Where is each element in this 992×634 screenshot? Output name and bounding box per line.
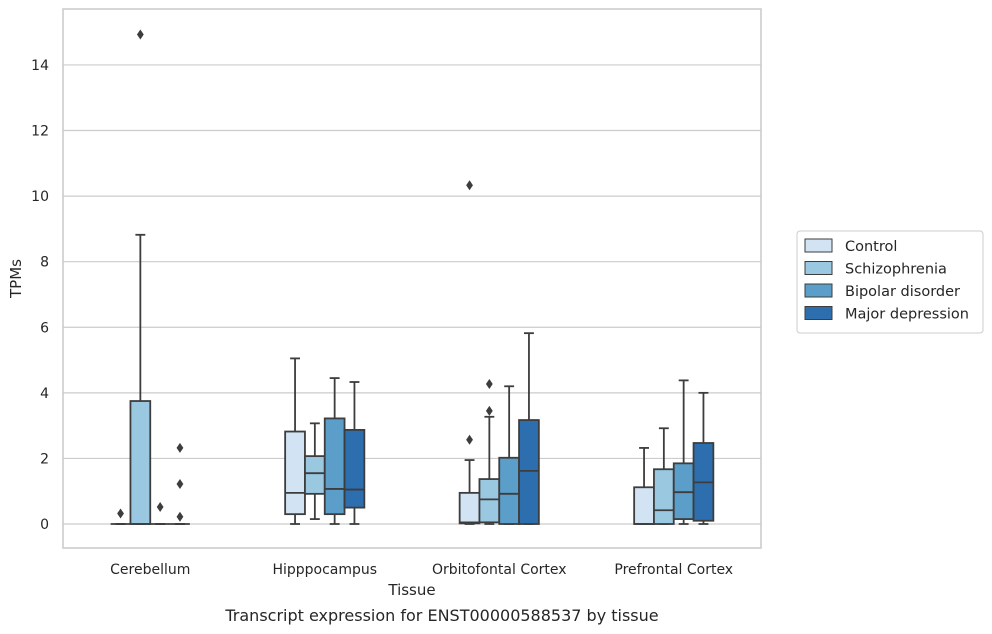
outlier-point (466, 434, 473, 445)
box-body (518, 419, 540, 525)
outlier-point (485, 378, 493, 389)
outlier-point (485, 405, 493, 416)
legend-swatch (804, 238, 833, 253)
box-control (110, 508, 131, 525)
y-tick-label: 14 (31, 58, 49, 74)
box-body (458, 491, 481, 525)
chart-caption: Transcript expression for ENST0000058853… (224, 606, 658, 625)
outlier-point (176, 478, 184, 489)
outlier-point (156, 501, 164, 512)
x-tick-label: Orbitofontal Cortex (432, 562, 567, 578)
x-tick-labels: Cerebellum Hipppocampus Orbitofontal Corte… (110, 562, 733, 578)
box-bipolar-disorder (672, 379, 695, 525)
box-body (653, 468, 675, 525)
box-schizophrenia (304, 422, 326, 520)
legend-entry: Bipolar disorder (845, 284, 960, 300)
y-tick-label: 2 (40, 451, 49, 467)
box-control (633, 447, 655, 525)
box-schizophrenia (129, 29, 152, 525)
outlier-point (117, 508, 124, 519)
legend-entry: Major depression (845, 307, 969, 323)
box-body (633, 486, 655, 525)
y-tick-label: 10 (31, 189, 49, 205)
box-body (323, 417, 346, 516)
gridlines (63, 64, 761, 525)
legend-swatch (804, 261, 833, 275)
outlier-point (466, 180, 473, 191)
x-axis-label: Tissue (387, 581, 435, 599)
box-schizophrenia (478, 378, 501, 525)
x-tick-label: Hipppocampus (272, 562, 377, 578)
box-major-depression (343, 381, 366, 525)
box-body (304, 455, 326, 495)
y-tick-label: 4 (40, 386, 49, 402)
box-major-depression (170, 442, 190, 525)
legend: Control Schizophrenia Bipolar disorder Majo… (796, 230, 984, 334)
box-body (284, 430, 306, 516)
y-tick-label: 12 (31, 124, 49, 140)
legend-frame (796, 230, 984, 334)
plot-frame (62, 8, 762, 549)
y-axis-label: TPMs (7, 259, 25, 299)
box-body (343, 428, 366, 509)
box-major-depression (692, 391, 715, 525)
outlier-point (136, 29, 144, 40)
box-bipolar-disorder (150, 501, 171, 525)
box-bipolar-disorder (498, 385, 520, 525)
box-schizophrenia (653, 427, 675, 525)
outlier-point (176, 442, 184, 453)
x-tick-label: Prefrontal Cortex (614, 562, 733, 578)
legend-swatch (804, 283, 833, 298)
outlier-point (176, 511, 184, 522)
legend-swatch (804, 306, 833, 320)
x-tick-label: Cerebellum (110, 562, 190, 578)
y-tick-label: 8 (40, 255, 49, 271)
box-control (284, 357, 306, 525)
box-body (478, 478, 501, 524)
legend-entry: Control (845, 239, 897, 255)
box-body (129, 400, 152, 525)
y-tick-label: 0 (40, 517, 49, 533)
box-body (672, 462, 695, 520)
y-tick-label: 6 (40, 320, 49, 336)
box-bipolar-disorder (323, 377, 346, 525)
box-major-depression (518, 332, 540, 525)
box-body (498, 456, 520, 525)
box-control (458, 180, 481, 525)
boxes (110, 29, 715, 525)
legend-entry: Schizophrenia (845, 262, 947, 278)
y-tick-labels: 0 2 4 6 8 10 12 14 (31, 58, 49, 533)
